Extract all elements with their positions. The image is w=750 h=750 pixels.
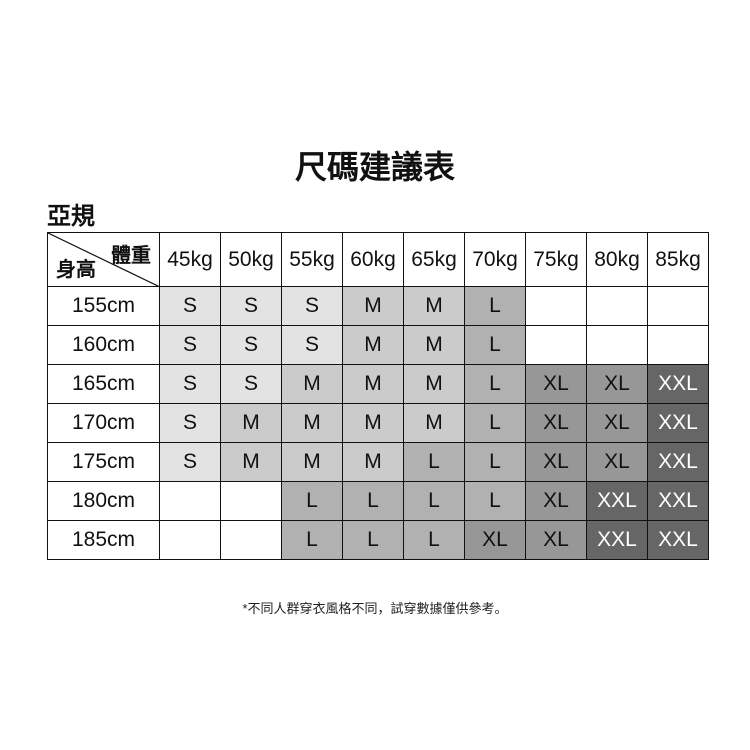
weight-header: 50kg [220, 232, 282, 287]
size-cell: M [403, 286, 465, 326]
size-cell: XL [525, 364, 587, 404]
size-cell: S [281, 286, 343, 326]
size-cell [586, 325, 648, 365]
size-cell [159, 520, 221, 560]
size-cell: XXL [647, 520, 709, 560]
page-title: 尺碼建議表 [294, 149, 455, 185]
size-cell: XXL [647, 403, 709, 443]
size-cell: S [159, 403, 221, 443]
size-cell: L [464, 286, 526, 326]
size-cell: S [220, 325, 282, 365]
size-cell: L [464, 364, 526, 404]
size-cell: M [403, 325, 465, 365]
size-cell: XL [525, 520, 587, 560]
size-cell: XL [586, 403, 648, 443]
size-cell: M [220, 403, 282, 443]
size-cell: XL [464, 520, 526, 560]
size-cell: M [403, 403, 465, 443]
size-cell: L [464, 481, 526, 521]
size-cell: L [403, 520, 465, 560]
size-cell: L [403, 481, 465, 521]
size-cell: XXL [647, 442, 709, 482]
table-row: 180cm L L L L XL XXL XXL [47, 481, 709, 521]
size-cell: M [342, 286, 404, 326]
weight-header: 85kg [647, 232, 709, 287]
height-label: 180cm [47, 481, 160, 521]
weight-header: 60kg [342, 232, 404, 287]
size-cell: M [281, 403, 343, 443]
header-row: 體重 身高 45kg 50kg 55kg 60kg 65kg 70kg 75kg 80kg 85… [47, 232, 709, 287]
weight-header: 65kg [403, 232, 465, 287]
weight-header: 55kg [281, 232, 343, 287]
table-row: 175cm S M M M L L XL XL XXL [47, 442, 709, 482]
size-cell: M [281, 364, 343, 404]
size-cell: L [281, 520, 343, 560]
size-cell: XL [525, 403, 587, 443]
height-axis-label: 身高 [56, 259, 96, 281]
height-label: 185cm [47, 520, 160, 560]
height-label: 170cm [47, 403, 160, 443]
size-cell: M [342, 325, 404, 365]
size-cell: M [342, 403, 404, 443]
weight-header: 70kg [464, 232, 526, 287]
size-cell: S [220, 364, 282, 404]
table-row: 165cm S S M M M L XL XL XXL [47, 364, 709, 404]
height-label: 175cm [47, 442, 160, 482]
size-cell: M [342, 364, 404, 404]
section-title: 亞規 [47, 203, 95, 230]
diagonal-divider [48, 233, 160, 287]
weight-header: 75kg [525, 232, 587, 287]
size-cell [586, 286, 648, 326]
size-cell: S [281, 325, 343, 365]
size-cell: L [403, 442, 465, 482]
size-cell: XXL [586, 520, 648, 560]
size-chart-table: 體重 身高 45kg 50kg 55kg 60kg 65kg 70kg 75kg 80kg 85… [47, 232, 709, 560]
size-cell: M [281, 442, 343, 482]
size-cell [525, 286, 587, 326]
size-cell: L [281, 481, 343, 521]
size-cell: S [159, 325, 221, 365]
size-cell: XXL [647, 481, 709, 521]
size-cell: M [342, 442, 404, 482]
height-label: 160cm [47, 325, 160, 365]
weight-axis-label: 體重 [111, 245, 151, 267]
size-cell: XL [525, 442, 587, 482]
size-cell: XL [525, 481, 587, 521]
weight-header: 45kg [159, 232, 221, 287]
size-cell: XL [586, 442, 648, 482]
size-cell: XXL [586, 481, 648, 521]
size-cell: S [159, 364, 221, 404]
height-label: 165cm [47, 364, 160, 404]
size-cell: XL [586, 364, 648, 404]
size-cell [220, 481, 282, 521]
size-cell [220, 520, 282, 560]
size-cell: S [220, 286, 282, 326]
size-cell [647, 325, 709, 365]
table-row: 160cm S S S M M L [47, 325, 709, 365]
weight-header: 80kg [586, 232, 648, 287]
size-cell: S [159, 442, 221, 482]
height-label: 155cm [47, 286, 160, 326]
size-cell [525, 325, 587, 365]
size-cell: L [464, 325, 526, 365]
size-cell: L [464, 442, 526, 482]
size-cell: L [342, 481, 404, 521]
table-row: 155cm S S S M M L [47, 286, 709, 326]
size-cell: S [159, 286, 221, 326]
size-cell [159, 481, 221, 521]
table-row: 185cm L L L XL XL XXL XXL [47, 520, 709, 560]
corner-cell: 體重 身高 [47, 232, 160, 287]
table-row: 170cm S M M M M L XL XL XXL [47, 403, 709, 443]
size-cell: XXL [647, 364, 709, 404]
size-cell: M [403, 364, 465, 404]
disclaimer-note: *不同人群穿衣風格不同，試穿數據僅供參考。 [242, 601, 508, 616]
size-cell: L [464, 403, 526, 443]
size-cell [647, 286, 709, 326]
size-cell: L [342, 520, 404, 560]
size-cell: M [220, 442, 282, 482]
